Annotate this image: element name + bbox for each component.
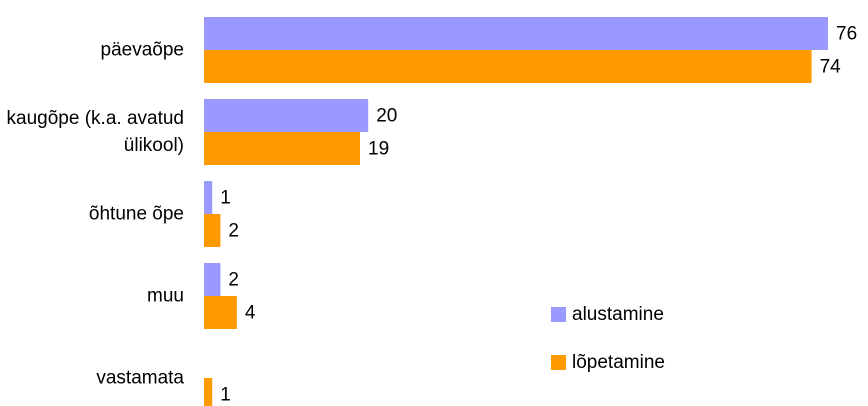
bar [204, 17, 828, 50]
bar [204, 263, 221, 296]
legend-label: alustamine [572, 304, 664, 325]
value-label: 2 [228, 221, 239, 242]
category-label: kaugõpe (k.a. avatud ülikool) [6, 108, 184, 156]
value-label: 2 [228, 270, 239, 291]
bar [204, 99, 369, 132]
category-label: õhtune õpe [88, 203, 184, 225]
bar [204, 181, 213, 214]
category-label: vastamata [96, 367, 184, 389]
category-label: muu [147, 285, 184, 307]
bar [204, 214, 221, 247]
value-label: 1 [220, 385, 231, 406]
value-label: 74 [820, 57, 842, 78]
legend-label: lõpetamine [572, 352, 665, 373]
value-label: 4 [245, 303, 256, 324]
bar [204, 132, 360, 165]
category-label: päevaõpe [100, 39, 184, 61]
value-label: 1 [220, 188, 231, 209]
value-label: 20 [376, 106, 397, 127]
bar [204, 296, 237, 329]
bar [204, 378, 213, 406]
bar [204, 50, 812, 83]
legend-swatch [551, 355, 566, 370]
legend-swatch [551, 307, 566, 322]
value-label: 19 [368, 139, 389, 160]
value-label: 76 [836, 24, 857, 45]
